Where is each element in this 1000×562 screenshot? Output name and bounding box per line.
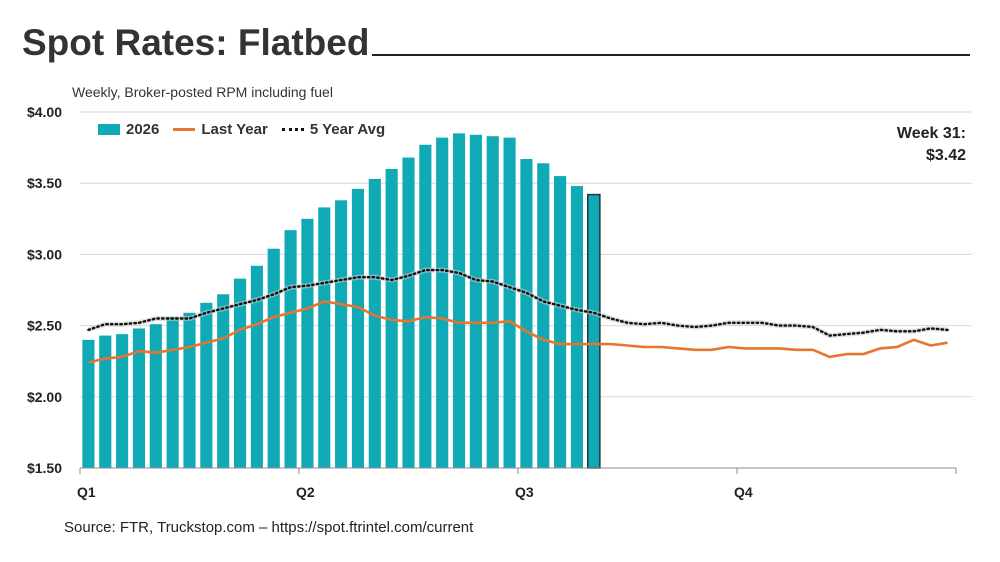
bar-week-12 xyxy=(267,248,280,468)
bar-week-11 xyxy=(250,265,263,468)
legend-item-2026: 2026 xyxy=(98,121,159,138)
bar-week-10 xyxy=(233,278,247,468)
callout-value: $3.42 xyxy=(925,147,966,164)
bar-week-21 xyxy=(419,144,432,468)
y-tick-label: $2.50 xyxy=(27,318,62,334)
legend-item-last-year: Last Year xyxy=(173,121,268,138)
legend-label-last-year: Last Year xyxy=(201,121,268,138)
bar-week-13 xyxy=(284,230,297,468)
y-tick-label: $3.50 xyxy=(27,175,62,191)
x-tick-label: Q3 xyxy=(515,484,534,500)
legend-swatch-line xyxy=(173,128,196,131)
bar-week-5 xyxy=(149,324,162,468)
legend-swatch-bar xyxy=(98,124,120,135)
bar-week-15 xyxy=(318,207,331,468)
bar-week-29 xyxy=(554,176,567,468)
bar-week-25 xyxy=(486,136,499,468)
bar-week-18 xyxy=(368,178,381,469)
bar-week-2 xyxy=(99,335,112,468)
bar-week-24 xyxy=(469,134,482,468)
bar-week-17 xyxy=(351,188,365,468)
bar-week-27 xyxy=(520,158,533,468)
x-tick-label: Q1 xyxy=(77,484,96,500)
x-tick-label: Q2 xyxy=(296,484,315,500)
page-title: Spot Rates: Flatbed xyxy=(22,22,370,63)
bar-week-19 xyxy=(385,168,398,468)
legend-label-2026: 2026 xyxy=(126,121,160,138)
bar-series-2026 xyxy=(82,133,601,469)
y-axis-ticks: $1.50 $2.00 $2.50 $3.00 $3.50 $4.00 xyxy=(27,104,62,476)
bar-week-20 xyxy=(402,157,415,468)
legend-item-5-year-avg: 5 Year Avg xyxy=(281,121,386,138)
x-tick-label: Q4 xyxy=(734,484,753,500)
bar-week-23 xyxy=(452,133,466,469)
bar-week-14 xyxy=(301,218,314,468)
five-year-avg-line xyxy=(87,268,949,337)
x-axis: Q1 Q2 Q3 Q4 xyxy=(77,467,957,500)
legend-label-5-year-avg: 5 Year Avg xyxy=(309,121,386,138)
line-series xyxy=(87,267,949,364)
week-callout: Week 31: $3.42 xyxy=(897,123,966,167)
y-tick-label: $3.00 xyxy=(27,246,62,262)
bar-week-26 xyxy=(503,137,516,468)
bar-week-28 xyxy=(537,163,550,469)
title-rule xyxy=(372,54,970,56)
bar-week-22 xyxy=(436,137,449,468)
y-tick-label: $1.50 xyxy=(27,460,62,476)
bar-week-31 xyxy=(586,193,601,469)
y-tick-label: $4.00 xyxy=(27,104,62,120)
bar-week-6 xyxy=(166,317,179,468)
chart-subtitle: Weekly, Broker-posted RPM including fuel xyxy=(72,84,333,100)
y-tick-label: $2.00 xyxy=(27,389,62,405)
legend-swatch-dotted xyxy=(281,128,304,131)
bar-week-30 xyxy=(570,186,584,468)
bar-week-9 xyxy=(217,294,230,468)
last-year-line xyxy=(88,300,948,364)
chart-legend: 2026 Last Year 5 Year Avg xyxy=(98,121,399,138)
bar-week-8 xyxy=(200,302,213,468)
bar-week-3 xyxy=(116,334,129,468)
bar-week-16 xyxy=(335,200,348,468)
callout-week: Week 31: xyxy=(896,125,966,142)
bar-week-7 xyxy=(183,312,196,468)
bar-week-4 xyxy=(132,328,146,468)
bar-week-1 xyxy=(82,339,95,468)
source-note: Source: FTR, Truckstop.com – https://spo… xyxy=(64,519,474,536)
